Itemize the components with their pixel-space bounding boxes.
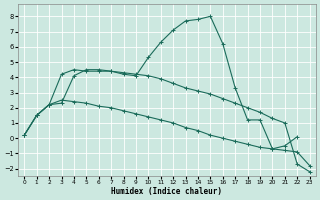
X-axis label: Humidex (Indice chaleur): Humidex (Indice chaleur) xyxy=(111,187,222,196)
